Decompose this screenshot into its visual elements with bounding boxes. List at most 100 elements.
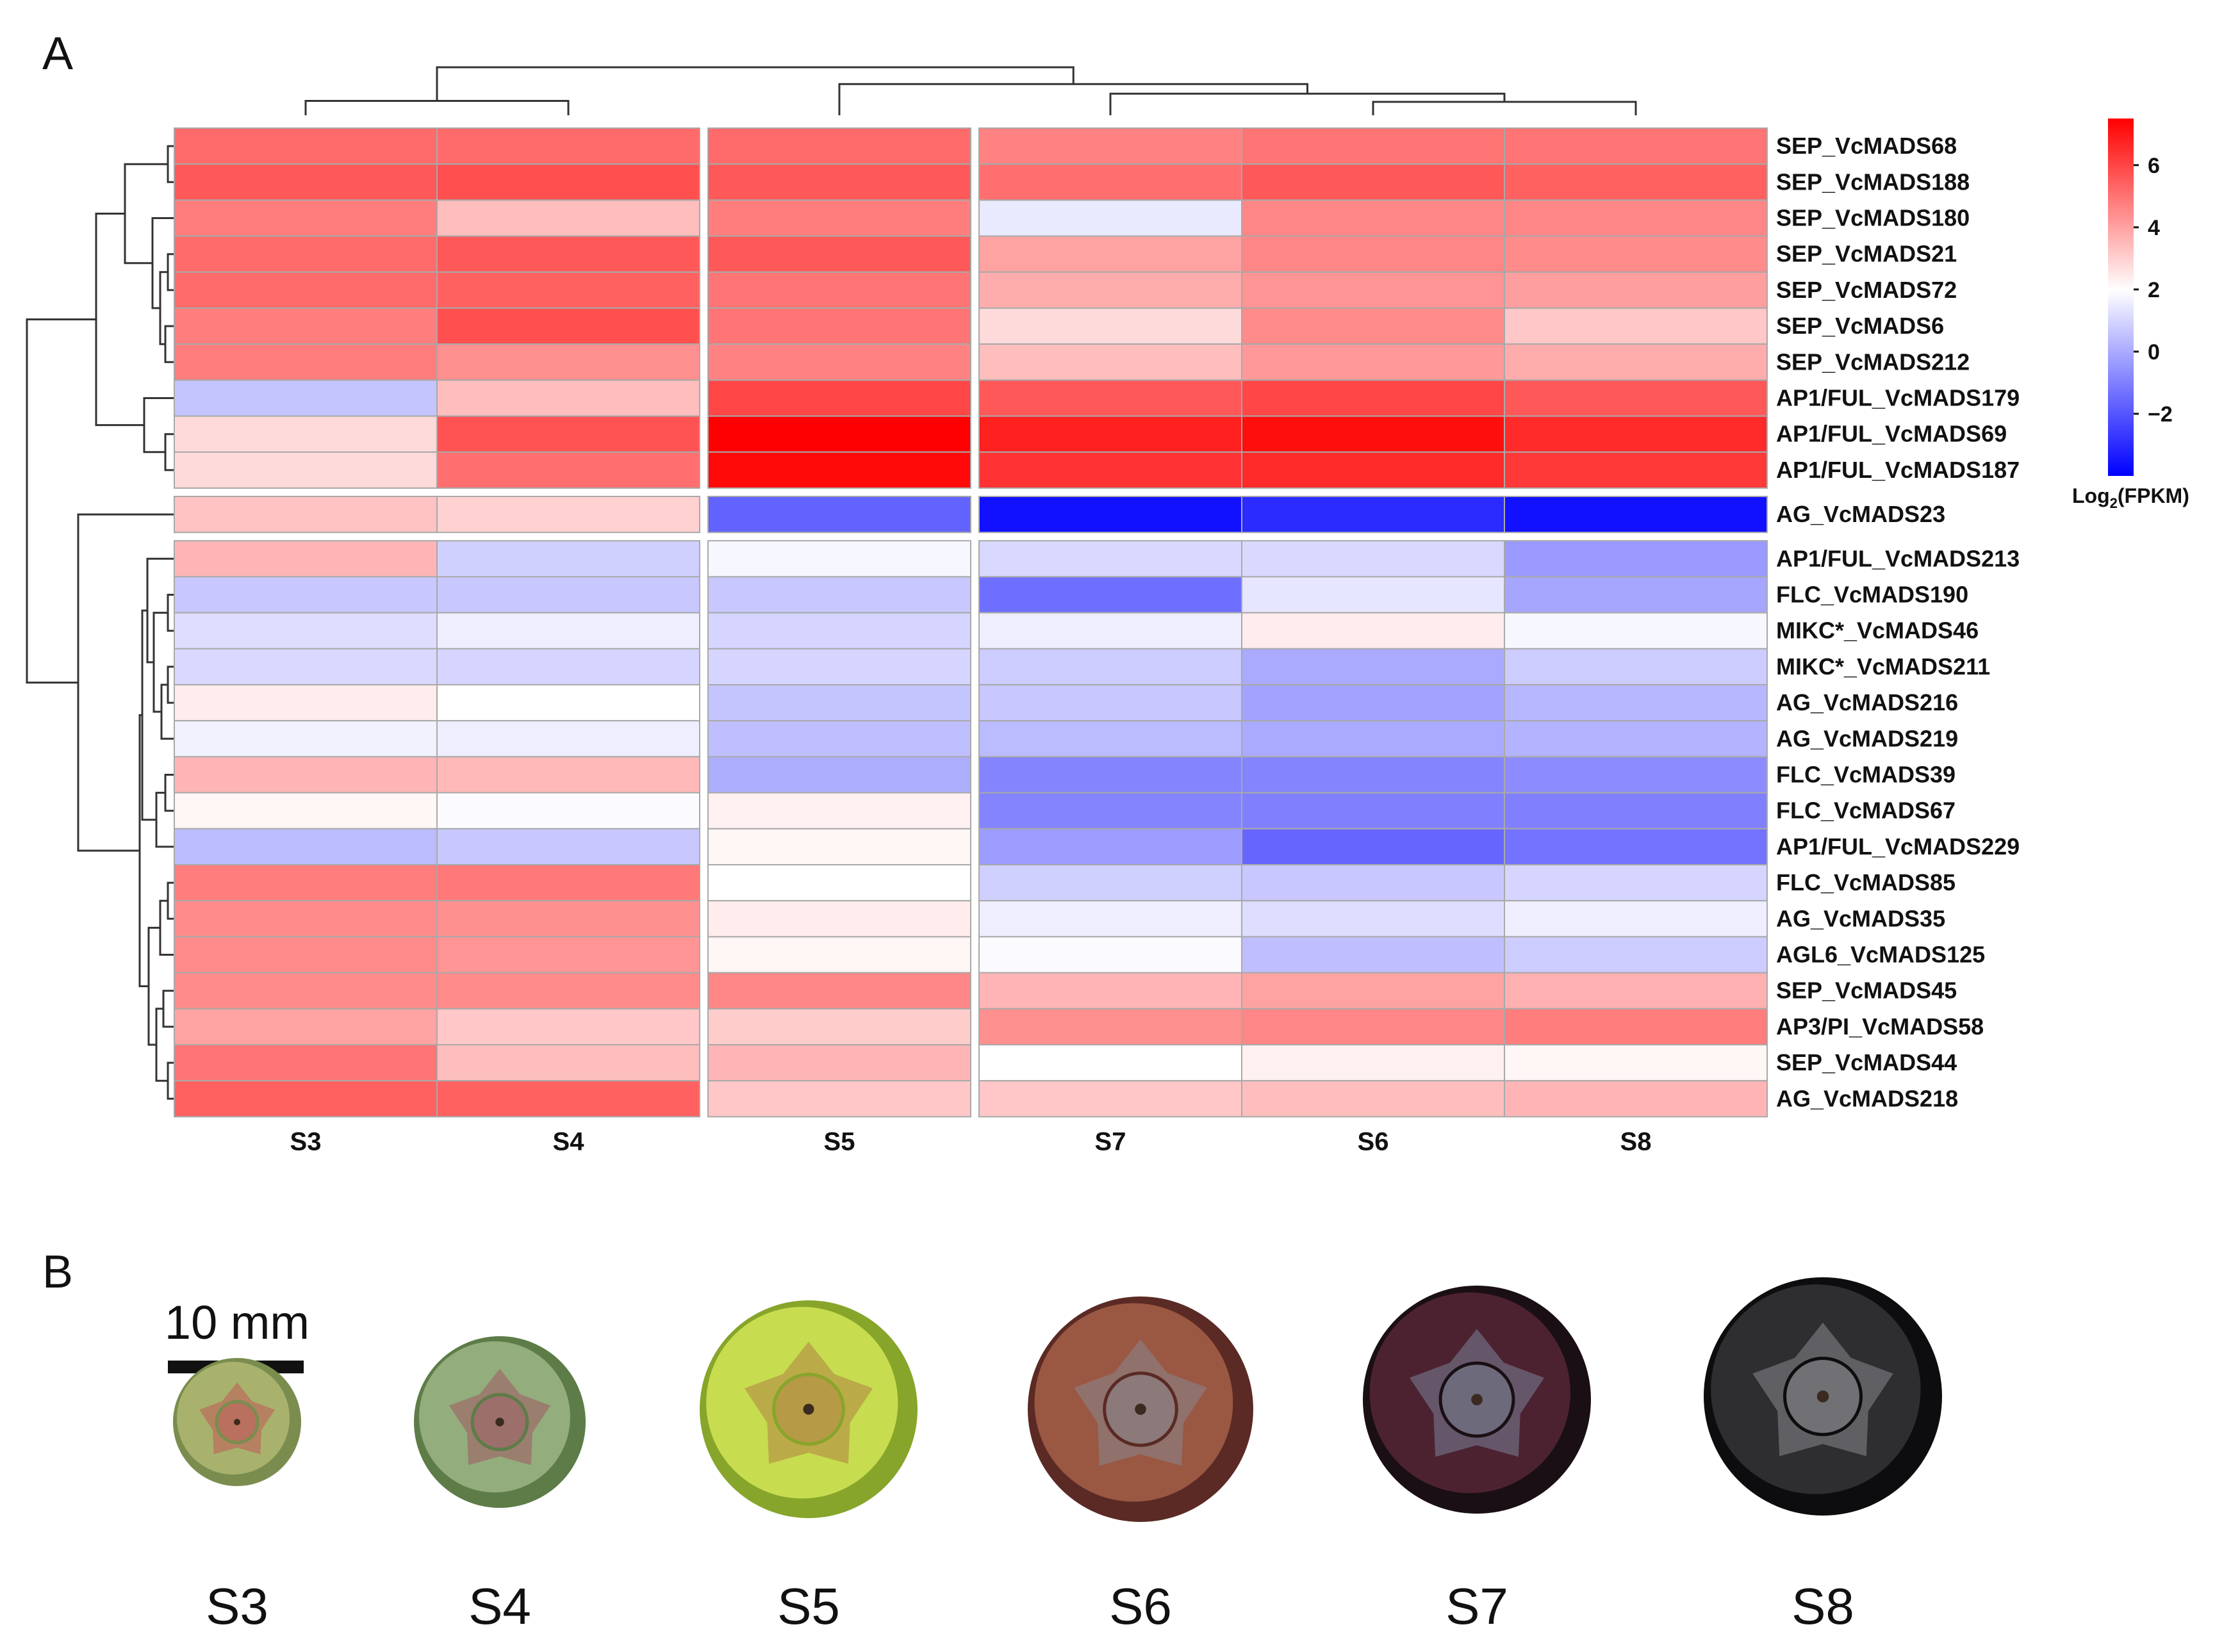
heatmap-cell — [436, 936, 700, 974]
heatmap-cell — [707, 540, 971, 578]
heatmap-cell — [1241, 792, 1505, 830]
row-dendrogram-branch — [162, 990, 174, 1028]
heatmap-cell — [707, 576, 971, 614]
heatmap-cell — [707, 1080, 971, 1118]
heatmap-cell — [1241, 199, 1505, 237]
fruit-photo — [414, 1336, 586, 1508]
heatmap-cell — [707, 1008, 971, 1046]
legend-tick-label: 2 — [2148, 278, 2160, 302]
scale-bar: 10 mm — [165, 1296, 309, 1373]
heatmap-cell — [436, 451, 700, 489]
heatmap-cell — [1504, 127, 1768, 165]
heatmap-cell — [1504, 612, 1768, 650]
heatmap-cell — [174, 496, 438, 534]
heatmap-cell — [436, 684, 700, 722]
heatmap-cell — [174, 792, 438, 830]
row-label: AG_VcMADS23 — [1776, 501, 1945, 527]
heatmap-cell — [1504, 864, 1768, 902]
heatmap-cell — [707, 1044, 971, 1082]
heatmap-cell — [174, 900, 438, 938]
column-label: S5 — [824, 1127, 855, 1156]
fruit-photo — [1363, 1286, 1591, 1514]
heatmap-cell — [707, 343, 971, 381]
heatmap-cell — [707, 379, 971, 417]
heatmap-cell — [1241, 972, 1505, 1010]
heatmap-cell — [436, 900, 700, 938]
heatmap-cell — [1241, 684, 1505, 722]
row-label: FLC_VcMADS190 — [1776, 582, 1968, 608]
heatmap-cell — [707, 900, 971, 938]
row-label: SEP_VcMADS180 — [1776, 205, 1970, 231]
heatmap-cell — [1504, 343, 1768, 381]
column-dendrogram-branch — [838, 83, 1308, 115]
heatmap-cell — [978, 451, 1242, 489]
row-dendrogram-branch — [167, 1061, 174, 1100]
column-dendrogram-branch — [1109, 92, 1506, 115]
heatmap-cell — [707, 271, 971, 309]
stage-label: S5 — [777, 1578, 840, 1635]
heatmap-cell — [174, 271, 438, 309]
heatmap-cell — [174, 199, 438, 237]
row-dendrogram-branch — [167, 145, 174, 183]
heatmap-cell — [978, 1008, 1242, 1046]
heatmap-cell — [174, 540, 438, 578]
row-dendrogram-branch — [155, 1008, 168, 1082]
heatmap-cell — [1504, 163, 1768, 201]
heatmap-cell — [174, 936, 438, 974]
heatmap-cell — [707, 972, 971, 1010]
heatmap-cell — [707, 451, 971, 489]
legend-gradient-bar — [2108, 119, 2134, 476]
row-label: SEP_VcMADS72 — [1776, 277, 1957, 303]
heatmap-cell — [1241, 235, 1505, 273]
heatmap-cell — [174, 1080, 438, 1118]
row-label: SEP_VcMADS21 — [1776, 241, 1957, 267]
heatmap-cell — [174, 1008, 438, 1046]
heatmap-cell — [436, 379, 700, 417]
heatmap-cell — [174, 972, 438, 1010]
column-dendrogram-branch — [304, 100, 570, 115]
heatmap-cell — [1241, 451, 1505, 489]
row-dendrogram-branch — [167, 253, 174, 291]
column-label: S7 — [1095, 1127, 1126, 1156]
panel-label-a: A — [42, 28, 73, 79]
heatmap-cell — [1504, 271, 1768, 309]
heatmap-cell — [1504, 540, 1768, 578]
heatmap-cell — [1241, 1008, 1505, 1046]
heatmap-cell — [978, 576, 1242, 614]
heatmap-cell — [1504, 1008, 1768, 1046]
heatmap-cell — [978, 415, 1242, 453]
heatmap-cell — [1241, 496, 1505, 534]
heatmap-cell — [1241, 900, 1505, 938]
fruit-photos — [173, 1277, 1942, 1522]
heatmap-cell — [707, 163, 971, 201]
legend-title-sub: 2 — [2110, 495, 2118, 511]
row-label: AP3/PI_VcMADS58 — [1776, 1013, 1984, 1040]
heatmap-cell — [1241, 1080, 1505, 1118]
column-dendrogram-branch — [436, 66, 1075, 101]
heatmap-cell — [978, 720, 1242, 758]
row-label: AP1/FUL_VcMADS213 — [1776, 545, 2020, 571]
heatmap-cell — [436, 612, 700, 650]
row-label: SEP_VcMADS212 — [1776, 348, 1970, 375]
row-dendrogram-branch — [151, 217, 174, 309]
heatmap-cell — [1241, 540, 1505, 578]
heatmap-cell — [174, 343, 438, 381]
heatmap-cell — [978, 612, 1242, 650]
heatmap-cell — [978, 900, 1242, 938]
heatmap-cell — [174, 307, 438, 345]
heatmap-cell — [174, 163, 438, 201]
heatmap-cell — [1241, 612, 1505, 650]
heatmap-cell — [1241, 720, 1505, 758]
panel-label-b: B — [42, 1247, 73, 1298]
heatmap-cell — [1504, 576, 1768, 614]
heatmap-cell — [436, 576, 700, 614]
heatmap-cell — [174, 576, 438, 614]
heatmap-cell — [436, 828, 700, 866]
heatmap-cell — [1241, 828, 1505, 866]
heatmap-cell — [436, 1008, 700, 1046]
heatmap-cell — [978, 307, 1242, 345]
legend-tick-label: −2 — [2148, 402, 2173, 427]
heatmap-cell — [1504, 756, 1768, 794]
heatmap-cell — [707, 648, 971, 685]
heatmap-cell — [174, 756, 438, 794]
